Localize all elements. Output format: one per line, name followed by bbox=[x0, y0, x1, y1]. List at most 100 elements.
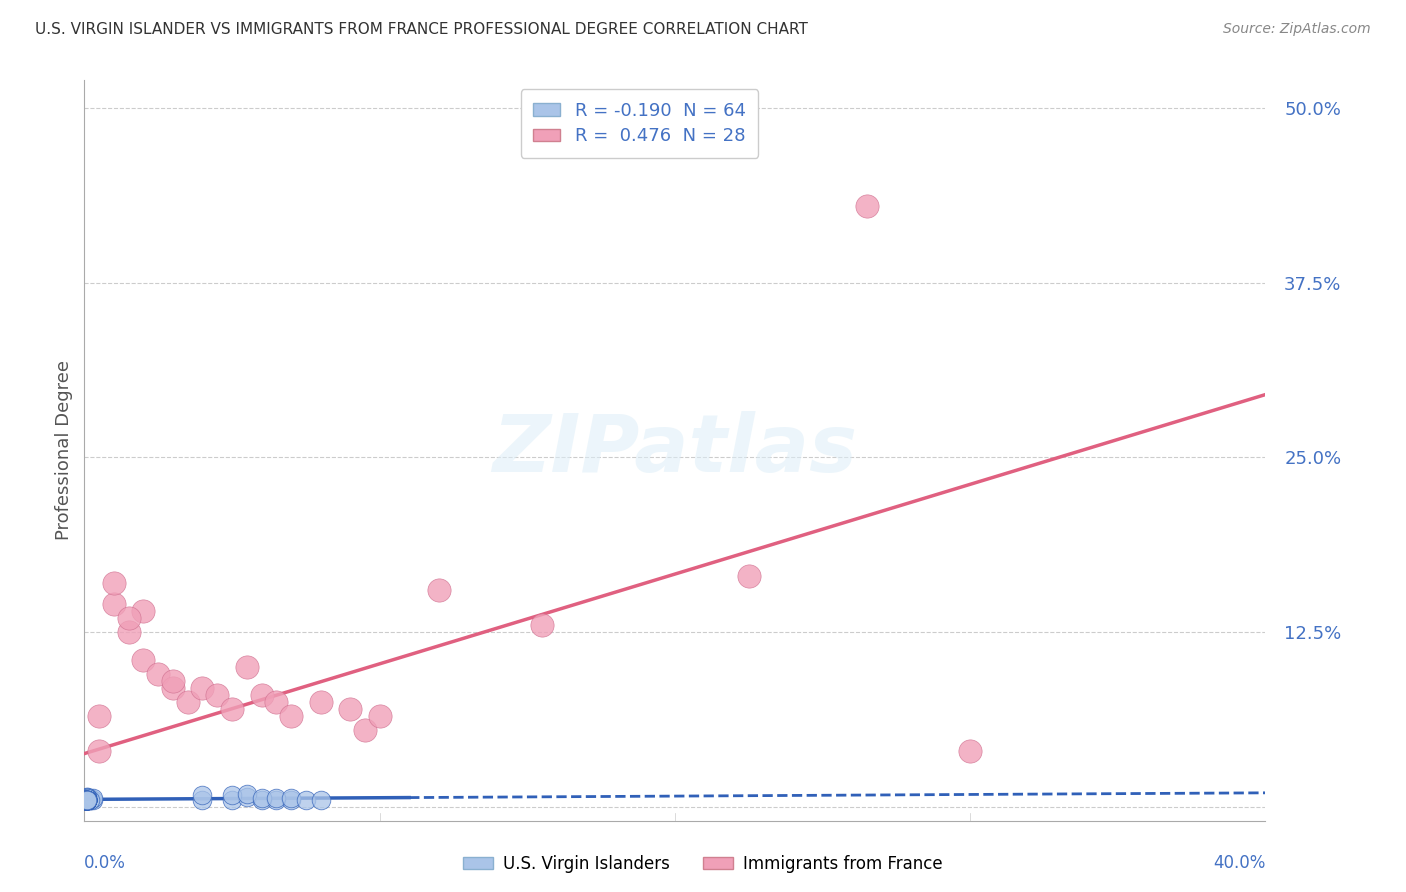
Point bbox=[76, 793, 98, 807]
Point bbox=[250, 791, 273, 805]
Point bbox=[309, 695, 332, 709]
Point bbox=[76, 791, 98, 805]
Point bbox=[280, 709, 302, 723]
Point bbox=[76, 793, 98, 807]
Point bbox=[73, 793, 96, 807]
Text: 40.0%: 40.0% bbox=[1213, 854, 1265, 872]
Point bbox=[856, 199, 879, 213]
Point bbox=[79, 793, 101, 807]
Point bbox=[266, 791, 288, 805]
Legend: R = -0.190  N = 64, R =  0.476  N = 28: R = -0.190 N = 64, R = 0.476 N = 28 bbox=[520, 89, 758, 158]
Point bbox=[207, 688, 229, 702]
Point bbox=[76, 793, 98, 807]
Point bbox=[76, 793, 98, 807]
Point bbox=[221, 793, 243, 807]
Point bbox=[87, 709, 111, 723]
Point bbox=[103, 576, 125, 591]
Point bbox=[221, 702, 243, 716]
Point bbox=[76, 793, 98, 807]
Point bbox=[148, 667, 170, 681]
Point bbox=[79, 793, 101, 807]
Point bbox=[339, 702, 361, 716]
Point bbox=[250, 688, 273, 702]
Point bbox=[236, 660, 259, 674]
Point bbox=[103, 597, 125, 611]
Point bbox=[76, 793, 98, 807]
Point bbox=[73, 793, 96, 807]
Point bbox=[162, 673, 184, 688]
Point bbox=[73, 793, 96, 807]
Point bbox=[368, 709, 391, 723]
Point bbox=[76, 793, 98, 807]
Point bbox=[236, 789, 259, 804]
Point bbox=[87, 744, 111, 758]
Text: U.S. VIRGIN ISLANDER VS IMMIGRANTS FROM FRANCE PROFESSIONAL DEGREE CORRELATION C: U.S. VIRGIN ISLANDER VS IMMIGRANTS FROM … bbox=[35, 22, 808, 37]
Point bbox=[132, 604, 155, 618]
Point bbox=[162, 681, 184, 695]
Point bbox=[177, 695, 200, 709]
Point bbox=[76, 789, 98, 804]
Point bbox=[191, 681, 214, 695]
Point bbox=[354, 723, 377, 737]
Legend: U.S. Virgin Islanders, Immigrants from France: U.S. Virgin Islanders, Immigrants from F… bbox=[457, 848, 949, 880]
Point bbox=[76, 793, 98, 807]
Point bbox=[82, 793, 104, 807]
Point bbox=[76, 793, 98, 807]
Point bbox=[76, 789, 98, 804]
Point bbox=[191, 789, 214, 803]
Point bbox=[79, 791, 101, 805]
Point bbox=[118, 625, 141, 640]
Point bbox=[531, 618, 554, 632]
Point bbox=[191, 793, 214, 807]
Point bbox=[309, 793, 332, 807]
Point bbox=[79, 793, 101, 807]
Point bbox=[82, 791, 104, 805]
Point bbox=[76, 793, 98, 807]
Point bbox=[118, 611, 141, 625]
Point bbox=[73, 793, 96, 807]
Point bbox=[76, 793, 98, 807]
Point bbox=[250, 793, 273, 807]
Point bbox=[73, 793, 96, 807]
Point bbox=[76, 793, 98, 807]
Point bbox=[76, 791, 98, 805]
Point bbox=[73, 793, 96, 807]
Point bbox=[280, 793, 302, 807]
Point bbox=[76, 793, 98, 807]
Point bbox=[132, 653, 155, 667]
Point bbox=[280, 791, 302, 805]
Point bbox=[76, 793, 98, 807]
Point bbox=[76, 791, 98, 805]
Point bbox=[738, 569, 761, 583]
Text: ZIPatlas: ZIPatlas bbox=[492, 411, 858, 490]
Point bbox=[76, 793, 98, 807]
Point bbox=[76, 793, 98, 807]
Point bbox=[76, 793, 98, 807]
Point bbox=[73, 793, 96, 807]
Point bbox=[76, 793, 98, 807]
Point bbox=[427, 583, 450, 598]
Point bbox=[959, 744, 981, 758]
Point bbox=[76, 793, 98, 807]
Point bbox=[73, 793, 96, 807]
Point bbox=[73, 793, 96, 807]
Point bbox=[76, 793, 98, 807]
Point bbox=[76, 793, 98, 807]
Point bbox=[73, 793, 96, 807]
Point bbox=[76, 791, 98, 805]
Point bbox=[79, 793, 101, 807]
Point bbox=[295, 793, 318, 807]
Point bbox=[76, 793, 98, 807]
Point bbox=[73, 793, 96, 807]
Point bbox=[73, 793, 96, 807]
Point bbox=[221, 789, 243, 803]
Point bbox=[266, 695, 288, 709]
Point bbox=[266, 793, 288, 807]
Text: 0.0%: 0.0% bbox=[84, 854, 127, 872]
Point bbox=[76, 793, 98, 807]
Point bbox=[76, 793, 98, 807]
Point bbox=[73, 793, 96, 807]
Text: Source: ZipAtlas.com: Source: ZipAtlas.com bbox=[1223, 22, 1371, 37]
Y-axis label: Professional Degree: Professional Degree bbox=[55, 360, 73, 541]
Point bbox=[236, 787, 259, 801]
